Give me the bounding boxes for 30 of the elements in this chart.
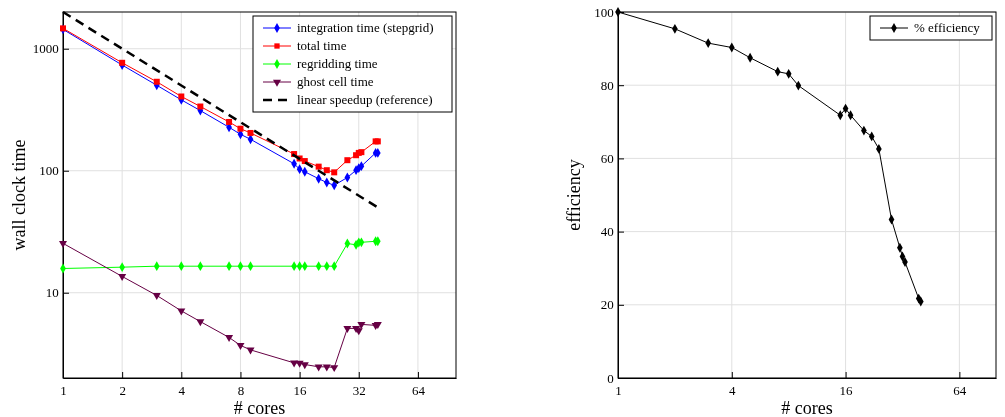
x-tick-label: 8	[237, 383, 245, 399]
x-tick-label: 2	[119, 383, 126, 399]
x-axis-title: # cores	[781, 398, 833, 417]
x-tick-label: 64	[411, 383, 426, 399]
y-tick-label: 0	[607, 370, 614, 386]
x-tick-label: 16	[293, 383, 308, 399]
y-tick-label: 40	[600, 224, 614, 240]
y-tick-label: 80	[600, 77, 614, 93]
legend-label: ghost cell time	[297, 74, 374, 89]
legend-label: linear speedup (reference)	[297, 92, 433, 107]
x-axis-title: # cores	[233, 398, 286, 417]
y-tick-label: 100	[594, 4, 614, 20]
x-tick-label: 1	[615, 383, 622, 399]
legend-label: % efficiency	[914, 20, 981, 35]
x-tick-label: 4	[178, 383, 186, 399]
x-tick-label: 4	[729, 383, 737, 399]
y-tick-label: 60	[600, 151, 614, 167]
legend-label: total time	[297, 38, 347, 53]
x-tick-label: 64	[953, 383, 967, 399]
y-axis-title: efficiency	[564, 159, 584, 231]
legend-label: regridding time	[297, 56, 378, 71]
y-axis-title: wall clock time	[9, 139, 29, 251]
x-tick-label: 1	[60, 383, 67, 399]
y-tick-label: 100	[39, 163, 59, 179]
x-tick-label: 32	[352, 383, 366, 399]
y-tick-label: 1000	[32, 41, 59, 57]
legend-label: integration time (stepgrid)	[297, 20, 434, 35]
y-tick-label: 10	[45, 285, 59, 301]
x-tick-label: 16	[839, 383, 854, 399]
y-tick-label: 20	[600, 297, 614, 313]
